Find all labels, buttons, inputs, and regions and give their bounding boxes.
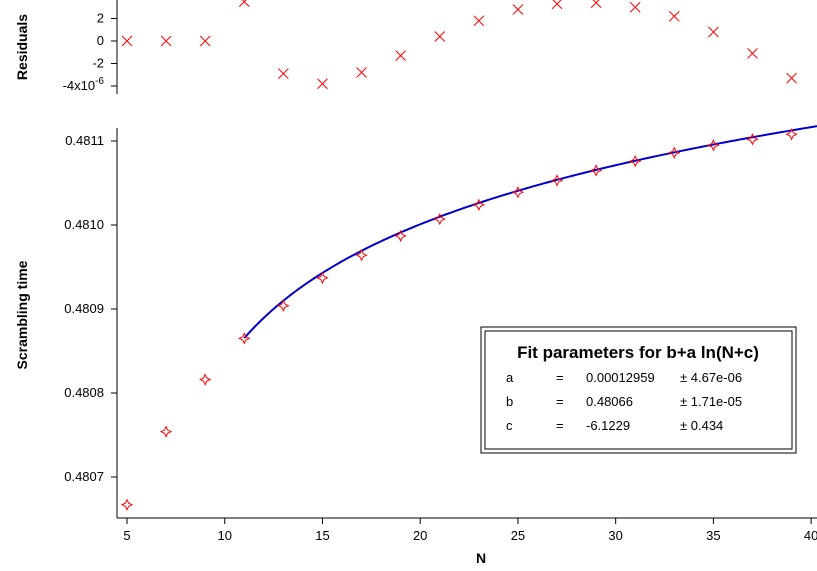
residual-point	[747, 48, 758, 59]
residual-point	[238, 0, 250, 7]
fit-param-value-b: 0.48066	[586, 394, 633, 409]
data-point	[394, 229, 407, 243]
residuals-panel: 2 0 -2 -4x10-6 Residuals	[14, 0, 797, 94]
main-points	[120, 128, 798, 511]
fit-box-title: Fit parameters for b+a ln(N+c)	[517, 343, 759, 362]
data-point	[589, 164, 603, 177]
data-point	[629, 154, 642, 168]
residuals-y-tick-label: -2	[92, 56, 104, 71]
data-point	[120, 498, 134, 511]
residual-point	[121, 35, 133, 47]
main-x-tick-label: 10	[217, 528, 231, 543]
data-point	[159, 425, 173, 438]
data-point	[316, 271, 329, 285]
fit-curve	[243, 125, 817, 339]
fit-param-eq-b: =	[556, 394, 564, 409]
data-point	[746, 133, 759, 146]
fit-param-eq-c: =	[556, 418, 564, 433]
main-x-axis-title: N	[476, 550, 486, 566]
residual-point	[160, 35, 172, 47]
main-y-tick-label: 0.4811	[65, 133, 104, 148]
fit-param-name-c: c	[506, 418, 513, 433]
data-point	[550, 174, 564, 187]
residual-point	[786, 72, 797, 84]
residual-point	[551, 0, 563, 10]
data-point	[472, 198, 486, 212]
main-y-axis-title: Scrambling time	[14, 260, 30, 369]
residual-point	[629, 1, 641, 13]
residual-point	[434, 31, 446, 42]
main-y-tick-label: 0.4809	[64, 301, 104, 316]
residual-point	[473, 15, 485, 27]
main-y-tick-label: 0.4810	[64, 217, 104, 232]
residual-point	[278, 68, 289, 79]
data-point	[199, 373, 212, 386]
residuals-y-tick-label: 0	[97, 33, 104, 48]
data-point	[785, 128, 798, 141]
data-point	[511, 186, 525, 199]
residual-point	[356, 67, 367, 78]
fit-box-outer-border	[480, 326, 797, 454]
data-point	[238, 332, 251, 345]
data-point	[355, 249, 368, 262]
fit-box-inner-border	[484, 330, 793, 450]
main-x-tick-label: 40	[804, 528, 817, 543]
residual-point	[668, 10, 680, 22]
residual-point	[512, 4, 524, 15]
residuals-points	[121, 0, 797, 90]
main-y-ticks: 0.4807 0.4808 0.4809 0.4810 0.4811	[64, 133, 117, 484]
main-x-tick-label: 30	[608, 528, 622, 543]
residual-point	[708, 26, 719, 38]
residuals-y-tick-label: 2	[97, 11, 104, 26]
residuals-y-ticks: 2 0 -2 -4x10-6	[63, 11, 117, 93]
fit-param-error-b: ± 1.71e-05	[680, 394, 742, 409]
data-point	[707, 139, 720, 152]
fit-param-error-c: ± 0.434	[680, 418, 723, 433]
residual-point	[199, 35, 211, 47]
main-panel: 0.4807 0.4808 0.4809 0.4810 0.4811 5 10 15 20 25…	[14, 125, 817, 566]
main-x-tick-label: 35	[706, 528, 720, 543]
fit-parameters-box: Fit parameters for b+a ln(N+c) a = 0.000…	[480, 326, 797, 454]
main-y-tick-label: 0.4807	[64, 469, 104, 484]
data-point	[668, 146, 681, 159]
main-x-tick-label: 20	[413, 528, 427, 543]
data-point	[277, 299, 290, 312]
main-x-ticks: 5 10 15 20 25 30 35 40	[123, 518, 817, 543]
residuals-y-tick-label: -4x10-6	[63, 76, 105, 93]
fit-param-value-a: 0.00012959	[586, 370, 655, 385]
main-x-tick-label: 5	[123, 528, 130, 543]
fit-param-name-b: b	[506, 394, 513, 409]
data-point	[433, 212, 446, 226]
residual-point	[590, 0, 602, 9]
fit-param-error-a: ± 4.67e-06	[680, 370, 742, 385]
residuals-y-axis-title: Residuals	[14, 14, 30, 80]
main-x-tick-label: 25	[511, 528, 525, 543]
residual-point	[395, 50, 407, 61]
fit-param-eq-a: =	[556, 370, 564, 385]
main-x-tick-label: 15	[315, 528, 329, 543]
residual-point	[317, 78, 328, 90]
main-y-tick-label: 0.4808	[64, 385, 104, 400]
fit-param-name-a: a	[506, 370, 514, 385]
fit-param-value-c: -6.1229	[586, 418, 630, 433]
